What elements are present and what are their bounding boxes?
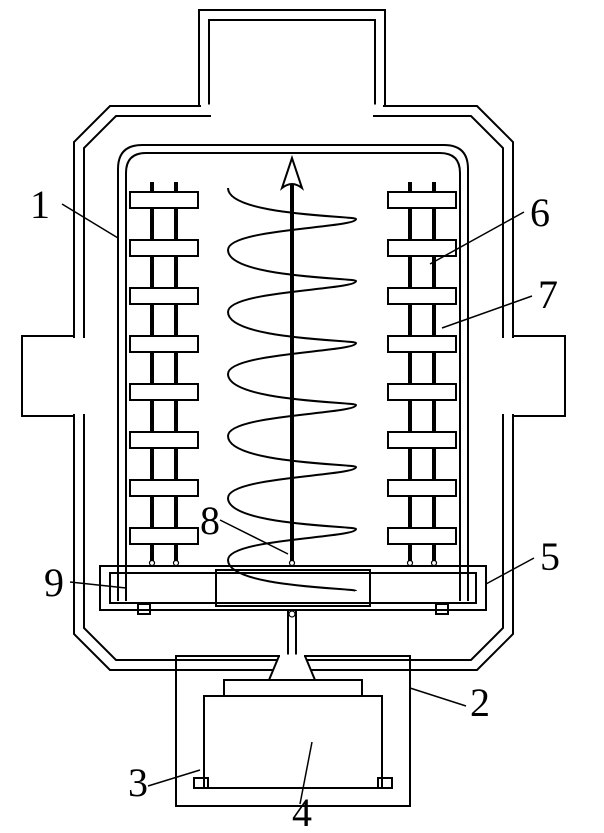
paddle-bar — [388, 432, 456, 448]
paddle-bar — [130, 336, 198, 352]
paddle-bar — [388, 336, 456, 352]
paddle-bar — [388, 192, 456, 208]
leader-3 — [148, 770, 200, 786]
diagram-canvas: 1 6 7 8 5 9 2 3 4 — [0, 0, 604, 833]
label-1: 1 — [30, 182, 50, 227]
label-3: 3 — [128, 760, 148, 805]
motor-body — [204, 696, 382, 788]
paddle-bar — [388, 480, 456, 496]
side-port-right — [513, 336, 565, 416]
paddle-bar — [130, 288, 198, 304]
label-9: 9 — [44, 560, 64, 605]
paddle-bar — [130, 384, 198, 400]
side-port-left — [22, 336, 74, 416]
leader-2 — [410, 688, 466, 706]
label-6: 6 — [530, 190, 550, 235]
label-8: 8 — [200, 498, 220, 543]
paddle-bar — [388, 240, 456, 256]
label-2: 2 — [470, 680, 490, 725]
label-5: 5 — [540, 534, 560, 579]
paddle-bar — [130, 480, 198, 496]
label-7: 7 — [538, 272, 558, 317]
paddle-bar — [130, 528, 198, 544]
label-4: 4 — [292, 790, 312, 833]
paddle-bar — [130, 240, 198, 256]
paddle-bar — [130, 192, 198, 208]
paddle-bar — [388, 288, 456, 304]
paddle-bar — [388, 384, 456, 400]
paddle-bar — [130, 432, 198, 448]
paddle-bar — [388, 528, 456, 544]
